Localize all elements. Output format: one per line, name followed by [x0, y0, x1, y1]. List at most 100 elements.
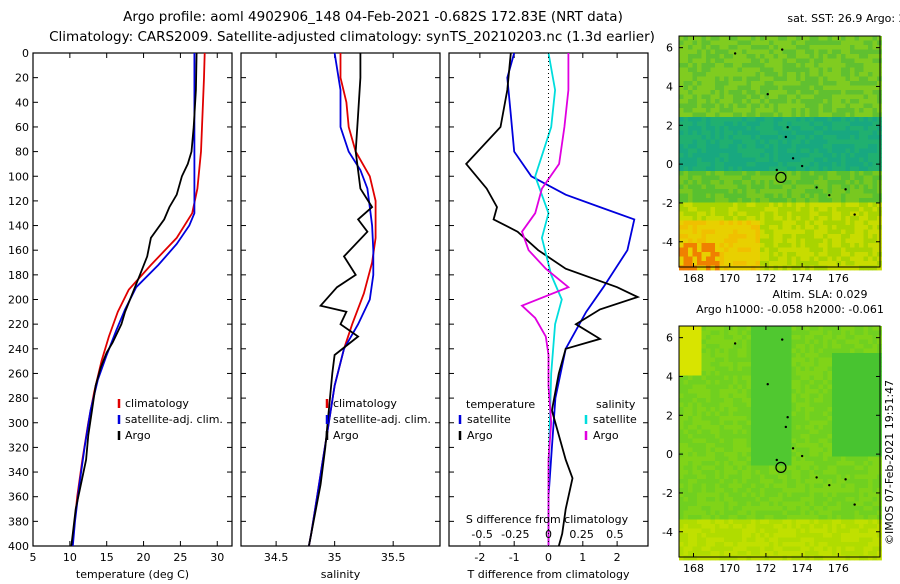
map_bottom-cell — [702, 551, 707, 556]
map_bottom-cell — [877, 394, 882, 399]
map_bottom-cell — [724, 425, 729, 430]
map_bottom-cell — [697, 353, 702, 358]
map_bottom-cell — [756, 466, 761, 471]
map_bottom-cell — [738, 475, 743, 480]
map_bottom-cell — [810, 475, 815, 480]
map_bottom-cell — [711, 538, 716, 543]
map_top-cell — [747, 113, 752, 118]
map_bottom-cell — [823, 497, 828, 502]
map_top-cell — [810, 225, 815, 230]
map_bottom-cell — [877, 520, 882, 525]
map_bottom-cell — [828, 461, 833, 466]
map_top-cell — [823, 171, 828, 176]
map_bottom-cell — [765, 353, 770, 358]
map_bottom-cell — [688, 326, 693, 331]
map_top-cell — [697, 207, 702, 212]
map_bottom-cell — [796, 497, 801, 502]
map_top-cell — [841, 108, 846, 113]
temperature-legend-label: satellite-adj. clim. — [125, 413, 223, 426]
map_top-cell — [846, 41, 851, 46]
map_top-cell — [877, 149, 882, 154]
map_top-cell — [724, 257, 729, 262]
map_top-cell — [787, 185, 792, 190]
map_top-cell — [792, 63, 797, 68]
map_top-cell — [720, 194, 725, 199]
map_bottom-cell — [738, 439, 743, 444]
map_top-cell — [738, 36, 743, 41]
map_top-cell — [774, 225, 779, 230]
map_bottom-cell — [832, 416, 837, 421]
map_bottom-cell — [828, 434, 833, 439]
map_bottom-cell — [760, 430, 765, 435]
map_top-cell — [760, 144, 765, 149]
map_bottom-cell — [814, 493, 819, 498]
map_bottom-cell — [810, 403, 815, 408]
map_bottom-cell — [805, 367, 810, 372]
map_bottom-cell — [747, 470, 752, 475]
map_top-cell — [814, 203, 819, 208]
map_top-cell — [769, 212, 774, 217]
map_top-cell — [747, 45, 752, 50]
map_top-island — [801, 165, 803, 167]
map_bottom-cell — [697, 412, 702, 417]
map_bottom-cell — [688, 506, 693, 511]
map_top-cell — [711, 171, 716, 176]
map_bottom-cell — [832, 497, 837, 502]
map_top-cell — [711, 113, 716, 118]
map_bottom-cell — [859, 344, 864, 349]
map_bottom-cell — [747, 443, 752, 448]
map_bottom-cell — [819, 439, 824, 444]
map_top-cell — [877, 230, 882, 235]
map_top-cell — [828, 72, 833, 77]
map_bottom-cell — [832, 434, 837, 439]
map_top-cell — [715, 158, 720, 163]
map_bottom-cell — [715, 484, 720, 489]
salinity-legend-label: Argo — [333, 429, 359, 442]
map_bottom-cell — [855, 362, 860, 367]
map_bottom-cell — [828, 475, 833, 480]
map_bottom-cell — [846, 394, 851, 399]
map_top-cell — [688, 90, 693, 95]
map_top-cell — [747, 158, 752, 163]
map_top-cell — [805, 104, 810, 109]
map_bottom-cell — [846, 515, 851, 520]
map_top-cell — [697, 77, 702, 82]
map_top-cell — [814, 149, 819, 154]
map_top-cell — [823, 117, 828, 122]
map_top-island — [734, 52, 736, 54]
map_bottom-cell — [810, 556, 815, 561]
map_bottom-cell — [738, 403, 743, 408]
map_top-cell — [756, 239, 761, 244]
map_bottom-cell — [828, 371, 833, 376]
map_top-cell — [864, 198, 869, 203]
map_top-cell — [756, 176, 761, 181]
map_bottom-cell — [724, 385, 729, 390]
map_bottom-cell — [868, 542, 873, 547]
map_top-cell — [864, 171, 869, 176]
map_bottom-cell — [706, 407, 711, 412]
map_top-cell — [868, 72, 873, 77]
map_bottom-cell — [688, 380, 693, 385]
map_top-cell — [778, 176, 783, 181]
map_bottom-cell — [679, 394, 684, 399]
map_bottom-cell — [783, 506, 788, 511]
map_top-cell — [868, 68, 873, 73]
map_bottom-cell — [706, 470, 711, 475]
map_bottom-cell — [801, 371, 806, 376]
map_bottom-cell — [679, 425, 684, 430]
map_top-cell — [801, 63, 806, 68]
map_top-cell — [774, 257, 779, 262]
map_top-cell — [769, 90, 774, 95]
map_top-cell — [792, 104, 797, 109]
map_bottom-cell — [702, 529, 707, 534]
map_bottom-cell — [855, 515, 860, 520]
map_bottom-cell — [796, 367, 801, 372]
map_bottom-cell — [823, 412, 828, 417]
map_top-cell — [846, 113, 851, 118]
map_top-cell — [679, 252, 684, 257]
map_bottom-cell — [697, 416, 702, 421]
map_top-cell — [814, 252, 819, 257]
map_bottom-cell — [787, 331, 792, 336]
map_top-cell — [787, 108, 792, 113]
map_bottom-cell — [747, 367, 752, 372]
